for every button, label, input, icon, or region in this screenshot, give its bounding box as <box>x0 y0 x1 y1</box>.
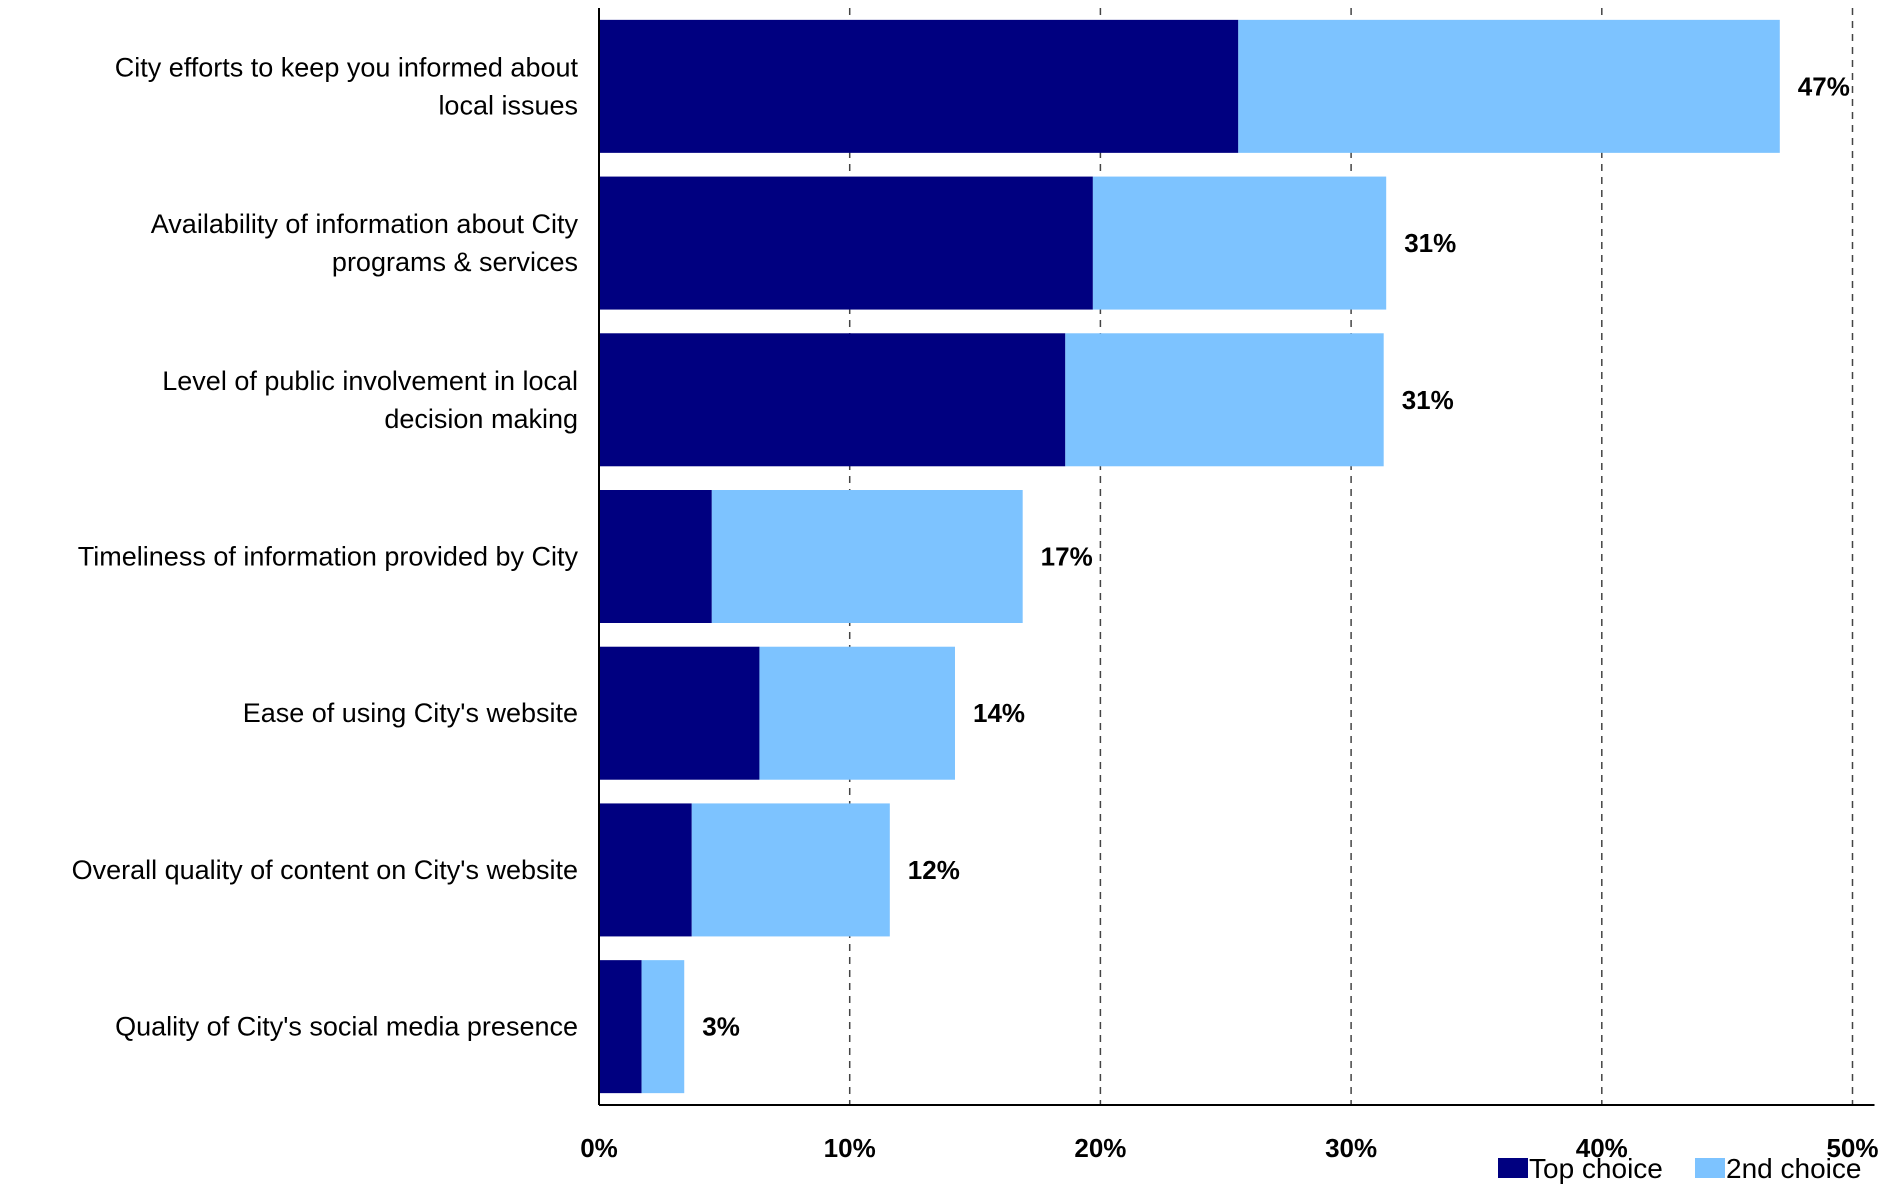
category-label-1: Availability of information about City pr… <box>151 209 579 277</box>
legend-swatch-second-choice <box>1695 1158 1725 1178</box>
bar-second-choice-0 <box>1238 19 1780 153</box>
category-label-3: Timeliness of information provided by Ci… <box>78 542 579 572</box>
data-label-0: 47% <box>1798 71 1850 101</box>
bar-top-choice-3 <box>599 490 712 623</box>
data-label-2: 31% <box>1402 385 1454 415</box>
x-tick-label-0: 0% <box>580 1133 618 1163</box>
legend-label-second-choice: 2nd choice <box>1726 1153 1861 1184</box>
category-label-6: Quality of City's social media presence <box>115 1012 578 1042</box>
bar-top-choice-5 <box>599 803 692 937</box>
category-label-2: Level of public involvement in local deci… <box>162 366 578 434</box>
bar-top-choice-6 <box>599 960 642 1094</box>
x-tick-label-50: 50% <box>1826 1133 1878 1163</box>
category-label-5: Overall quality of content on City's web… <box>72 855 578 885</box>
data-label-6: 3% <box>702 1012 740 1042</box>
bar-second-choice-6 <box>641 960 685 1094</box>
x-tick-label-30: 30% <box>1325 1133 1377 1163</box>
bar-second-choice-2 <box>1065 333 1384 467</box>
x-tick-label-40: 40% <box>1576 1133 1628 1163</box>
x-tick-label-20: 20% <box>1074 1133 1126 1163</box>
bar-second-choice-5 <box>691 803 890 937</box>
legend-swatch-top-choice <box>1498 1158 1528 1178</box>
data-label-3: 17% <box>1041 542 1093 572</box>
bar-top-choice-2 <box>599 333 1066 467</box>
bar-second-choice-3 <box>711 490 1023 623</box>
bar-second-choice-4 <box>759 646 955 780</box>
bar-top-choice-4 <box>599 646 760 780</box>
x-tick-label-10: 10% <box>824 1133 876 1163</box>
data-label-4: 14% <box>973 698 1025 728</box>
data-label-5: 12% <box>908 855 960 885</box>
data-label-1: 31% <box>1404 228 1456 258</box>
bar-top-choice-0 <box>599 19 1239 153</box>
bar-top-choice-1 <box>599 176 1093 310</box>
legend-label-top-choice: Top choice <box>1529 1153 1663 1184</box>
category-label-4: Ease of using City's website <box>243 698 578 728</box>
bar-second-choice-1 <box>1092 176 1387 310</box>
category-label-0: City efforts to keep you informed about l… <box>115 52 579 120</box>
